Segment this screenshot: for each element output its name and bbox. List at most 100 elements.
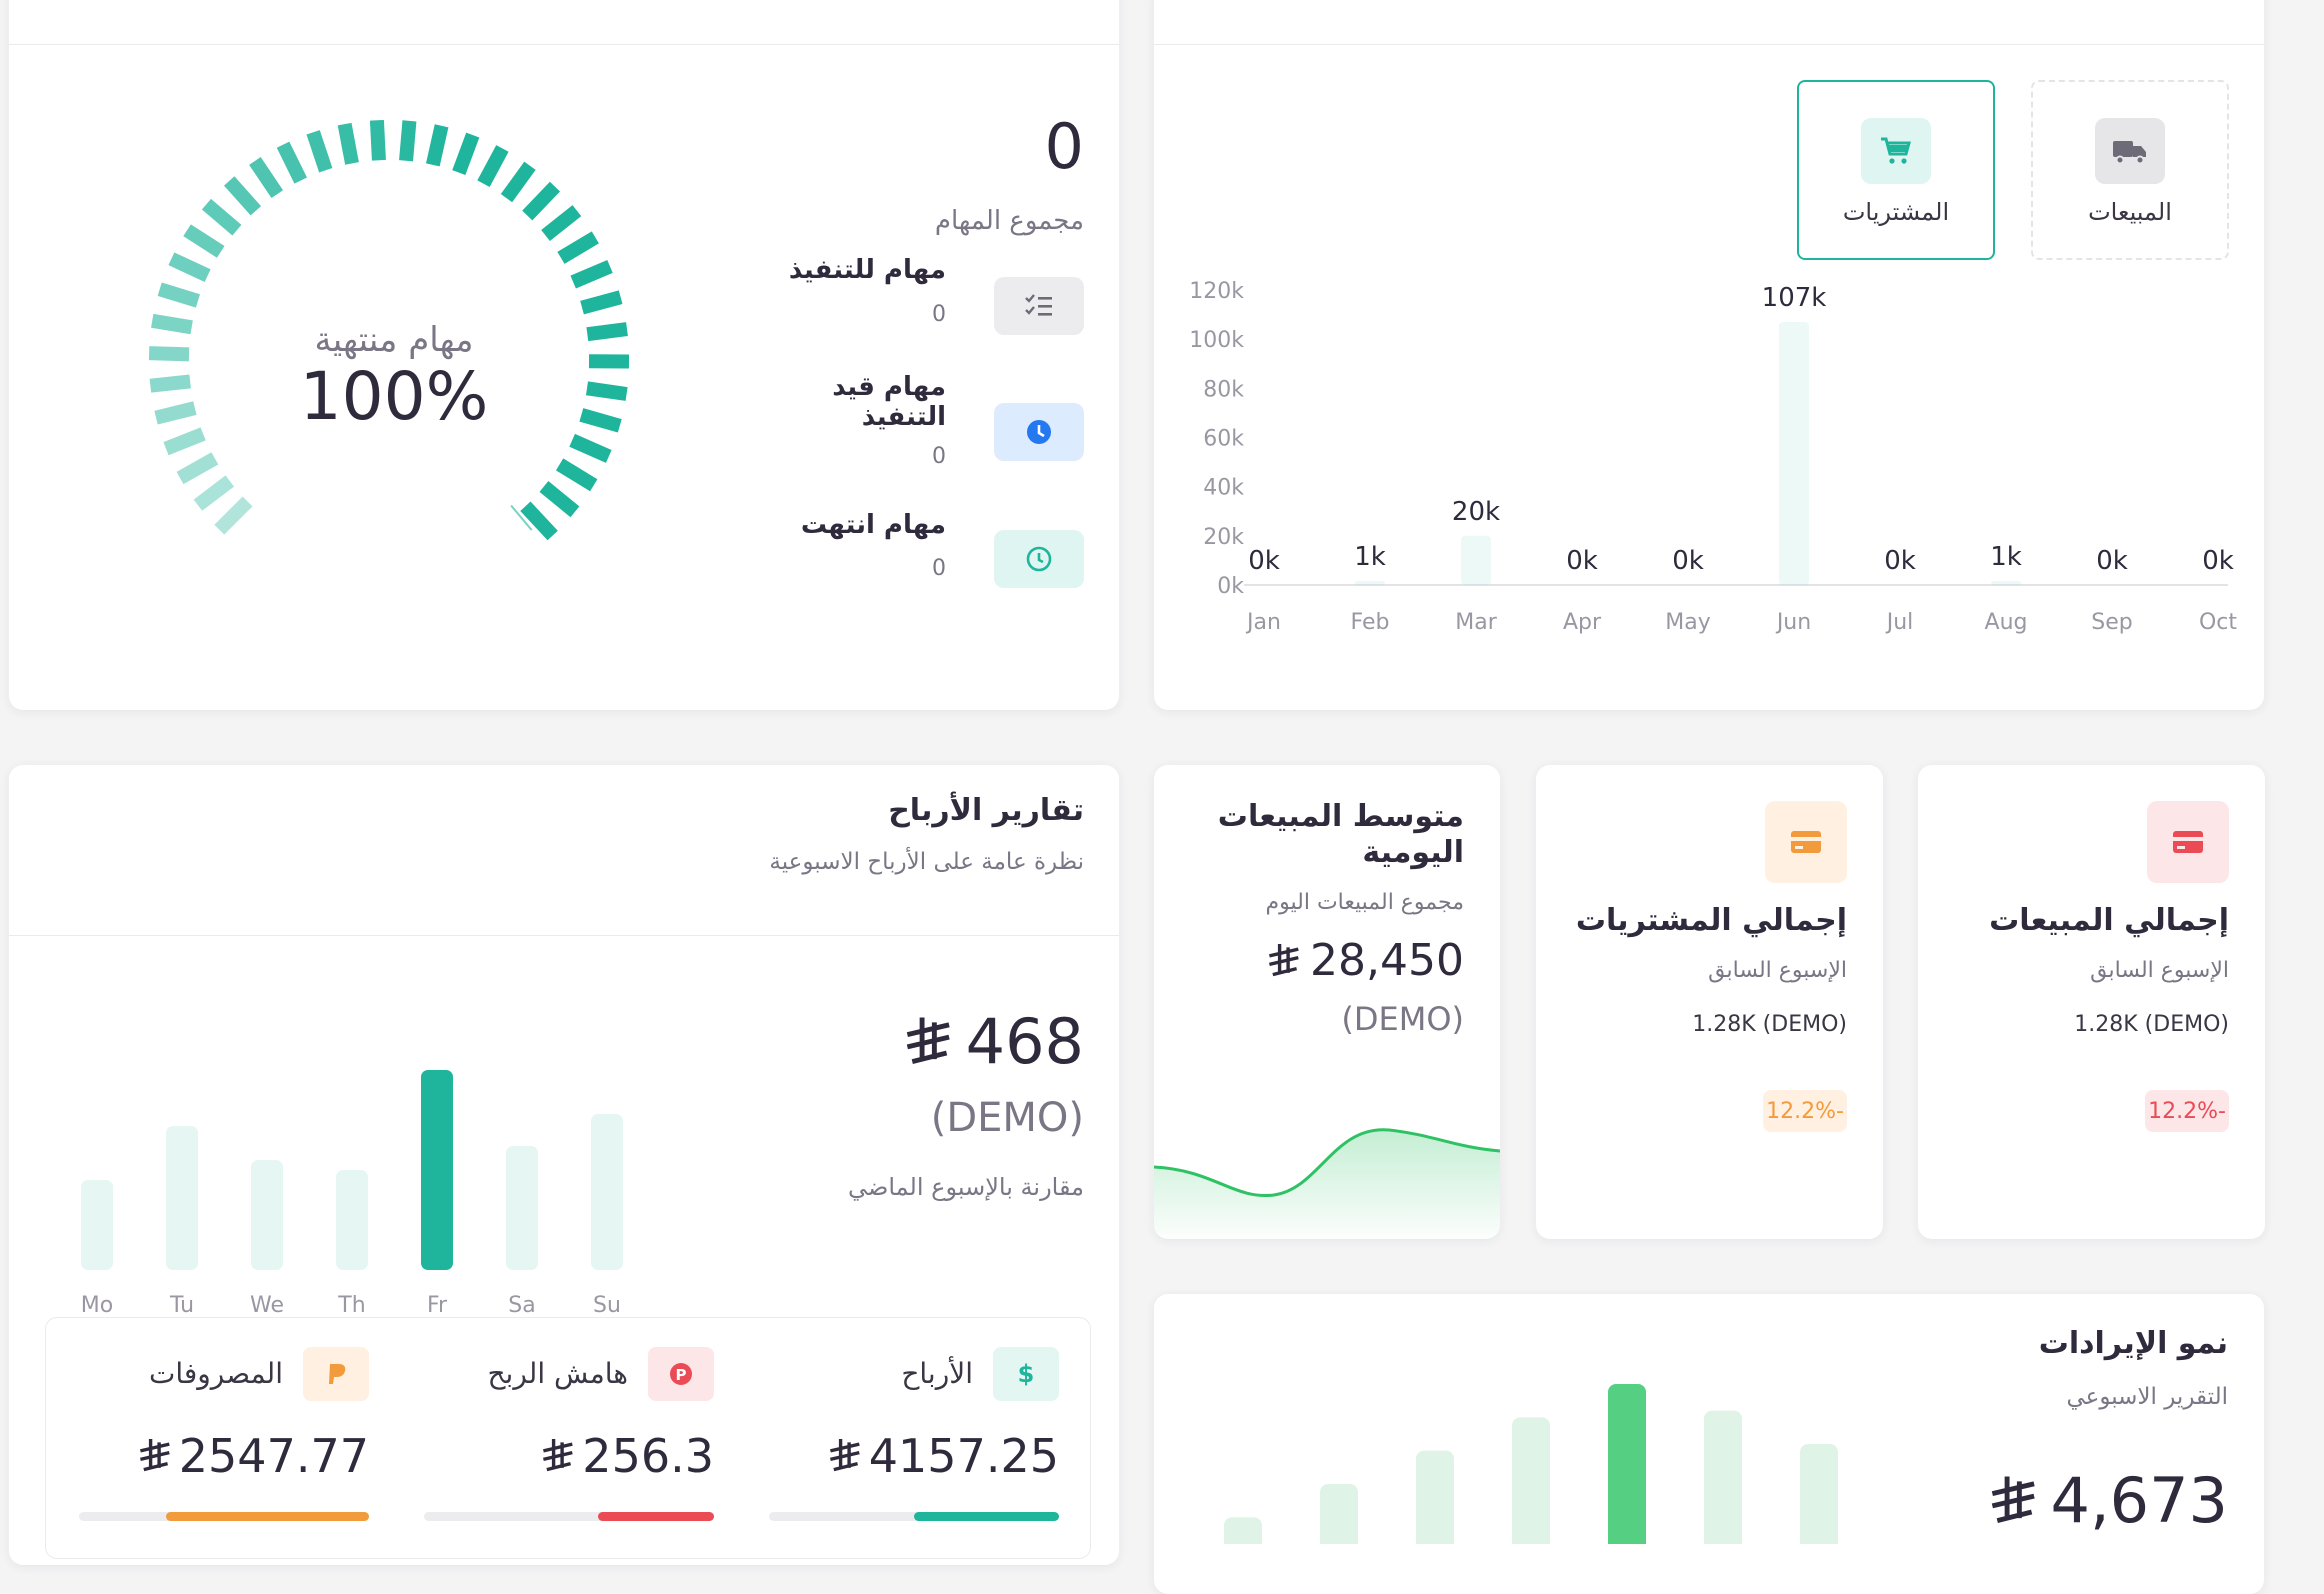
profits-amount-value: 468 bbox=[966, 1005, 1084, 1078]
stat-progress-track bbox=[424, 1512, 714, 1521]
gauge-tick bbox=[206, 204, 236, 230]
revenue-bar bbox=[1800, 1444, 1838, 1544]
credit-card-icon bbox=[2172, 829, 2204, 855]
paypal-icon bbox=[322, 1360, 350, 1388]
task-done-icon-box bbox=[994, 530, 1084, 588]
riyal-icon bbox=[1266, 942, 1300, 980]
gauge-tick bbox=[527, 187, 555, 216]
stat-paypal: المصروفات 2547.77 bbox=[79, 1347, 369, 1537]
stat-progress-fill bbox=[914, 1512, 1059, 1521]
data-label: 107k bbox=[1762, 283, 1827, 313]
revenue-title: نمو الإيرادات bbox=[2039, 1326, 2228, 1361]
data-label: 20k bbox=[1452, 497, 1500, 527]
data-label: 1k bbox=[1990, 542, 2022, 572]
x-tick-label: Feb bbox=[1351, 610, 1390, 635]
bar-sa bbox=[506, 1146, 538, 1270]
gauge-tick bbox=[561, 237, 595, 257]
gauge-tick bbox=[180, 458, 215, 478]
gauge-tick bbox=[560, 464, 594, 485]
stat-progress-track bbox=[79, 1512, 369, 1521]
stat-label: المصروفات bbox=[149, 1357, 283, 1390]
purchases-total-subtitle: الإسبوع السابق bbox=[1708, 958, 1847, 983]
y-tick-label: 100k bbox=[1189, 328, 1244, 353]
gauge-tick bbox=[587, 329, 627, 334]
bar-aug bbox=[1991, 581, 2021, 585]
svg-text:$: $ bbox=[1018, 1360, 1035, 1388]
gauge-tick bbox=[345, 124, 352, 163]
purchases-total-card: إجمالي المشتريات الإسبوع السابق 1.28K (D… bbox=[1536, 765, 1883, 1239]
data-label: 0k bbox=[2096, 546, 2128, 576]
tab-purchases[interactable]: المشتريات bbox=[1797, 80, 1995, 260]
data-label: 0k bbox=[1248, 546, 1280, 576]
stat-progress-track bbox=[769, 1512, 1059, 1521]
revenue-bar bbox=[1320, 1484, 1358, 1544]
daily-subtitle: مجموع المبيعات اليوم bbox=[1266, 890, 1464, 915]
paypal-icon-box bbox=[303, 1347, 369, 1401]
revenue-amount: 4,673 bbox=[1987, 1464, 2229, 1537]
x-tick-label: Sa bbox=[508, 1293, 535, 1318]
gauge-value: 100% bbox=[249, 358, 539, 435]
profits-demo: (DEMO) bbox=[931, 1095, 1084, 1141]
y-tick-label: 80k bbox=[1203, 377, 1244, 402]
gauge-tick bbox=[229, 181, 256, 211]
tasks-card: مهام منتهية 100% 0 مجموع المهام مهام للت… bbox=[9, 0, 1119, 710]
x-tick-label: Fr bbox=[427, 1293, 448, 1318]
riyal-icon bbox=[827, 1437, 861, 1475]
gauge-tick bbox=[582, 297, 621, 307]
stat-value: 2547.77 bbox=[137, 1429, 369, 1483]
bar-jun bbox=[1779, 322, 1809, 585]
revenue-bar bbox=[1224, 1517, 1262, 1544]
parking-icon-box: P bbox=[648, 1347, 714, 1401]
gauge-tick bbox=[166, 434, 203, 449]
bar-su bbox=[591, 1114, 623, 1270]
task-todo-icon-box bbox=[994, 277, 1084, 335]
gauge-tick bbox=[459, 135, 473, 172]
gauge-tick bbox=[187, 230, 221, 252]
task-done-value: 0 bbox=[932, 556, 946, 581]
checklist-icon bbox=[1024, 293, 1054, 319]
gauge-tick bbox=[525, 506, 552, 535]
stat-progress-fill bbox=[598, 1512, 714, 1521]
x-tick-label: Oct bbox=[2199, 610, 2237, 635]
tab-sales[interactable]: المبيعات bbox=[2031, 80, 2229, 260]
data-label: 0k bbox=[1566, 546, 1598, 576]
daily-amount-value: 28,450 bbox=[1310, 935, 1464, 986]
gauge-tick bbox=[573, 266, 610, 282]
y-tick-label: 40k bbox=[1203, 476, 1244, 501]
task-todo-value: 0 bbox=[932, 302, 946, 327]
gauge-tick bbox=[587, 388, 627, 394]
sales-total-card: إجمالي المبيعات الإسبوع السابق 1.28K (DE… bbox=[1918, 765, 2265, 1239]
gauge-tick bbox=[581, 415, 619, 426]
bar-tu bbox=[166, 1126, 198, 1270]
stat-value: 4157.25 bbox=[827, 1429, 1059, 1483]
gauge-tick bbox=[484, 148, 503, 183]
gauge-tick bbox=[255, 161, 277, 194]
profits-subtitle: نظرة عامة على الأرباح الاسبوعية bbox=[769, 849, 1084, 875]
task-todo-label: مهام للتنفيذ bbox=[746, 255, 946, 285]
x-tick-label: We bbox=[250, 1293, 284, 1318]
purchases-change-badge: 12.2%- bbox=[1763, 1090, 1847, 1132]
clock-outline-icon bbox=[1025, 545, 1053, 573]
stat-value: 256.3 bbox=[540, 1429, 714, 1483]
sales-change-badge: 12.2%- bbox=[2145, 1090, 2229, 1132]
y-tick-label: 0k bbox=[1217, 574, 1244, 599]
revenue-amount-value: 4,673 bbox=[2051, 1464, 2229, 1537]
profits-amount: 468 bbox=[902, 1005, 1084, 1078]
bar-mo bbox=[81, 1180, 113, 1270]
daily-title: متوسط المبيعات اليومية bbox=[1194, 799, 1464, 871]
data-label: 1k bbox=[1354, 542, 1386, 572]
riyal-icon bbox=[540, 1437, 574, 1475]
x-tick-label: May bbox=[1665, 610, 1710, 635]
riyal-icon bbox=[137, 1437, 171, 1475]
gauge-tick bbox=[546, 211, 577, 236]
tasks-total-label: مجموع المهام bbox=[935, 206, 1084, 236]
task-done-label: مهام انتهت bbox=[746, 510, 946, 540]
truck-icon bbox=[2111, 137, 2149, 165]
tasks-total-value: 0 bbox=[1045, 110, 1084, 183]
task-progress-icon-box bbox=[994, 403, 1084, 461]
x-tick-label: Aug bbox=[1985, 610, 2028, 635]
tab-purchases-label: المشتريات bbox=[1799, 198, 1993, 226]
revenue-bar-chart bbox=[1204, 1374, 1844, 1544]
revenue-card: نمو الإيرادات التقرير الاسبوعي 4,673 bbox=[1154, 1294, 2264, 1594]
